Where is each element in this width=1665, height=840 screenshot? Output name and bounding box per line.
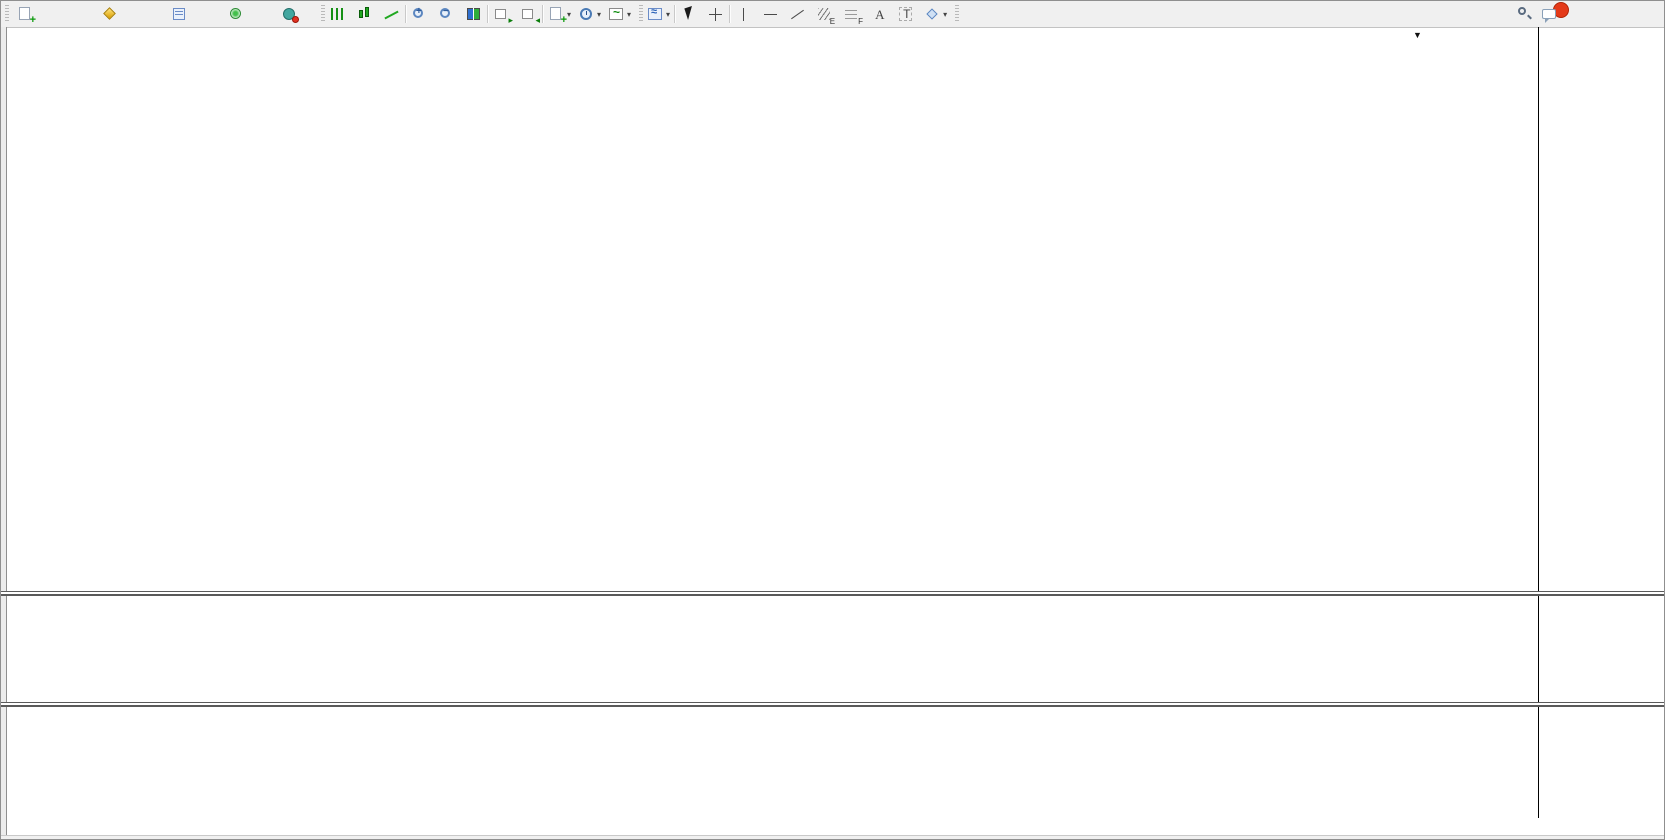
indicators-icon[interactable] xyxy=(608,5,626,23)
bar-chart-icon[interactable] xyxy=(329,6,347,23)
text-label-tool-icon[interactable] xyxy=(897,6,915,23)
toolbar-separator xyxy=(487,5,489,23)
trendline-tool-icon[interactable] xyxy=(789,6,807,23)
toolbar-separator xyxy=(405,5,407,23)
cursor-tool-icon[interactable] xyxy=(680,6,698,23)
new-chart-icon[interactable] xyxy=(548,6,567,26)
market-watch-icon[interactable] xyxy=(101,6,119,23)
shapes-tool-icon[interactable] xyxy=(924,6,942,23)
toolbar-grip[interactable] xyxy=(955,5,960,23)
plot-right-frame xyxy=(1538,27,1539,818)
window-left-edge xyxy=(1,27,7,839)
chevron-down-icon: ▾ xyxy=(666,9,671,19)
new-order-button[interactable] xyxy=(13,3,43,26)
toolbar-grip[interactable] xyxy=(5,5,9,23)
auto-trading-icon xyxy=(281,6,299,23)
chart-shift-icon[interactable] xyxy=(520,6,540,26)
data-window-icon[interactable] xyxy=(171,6,189,23)
chat-bubble-icon[interactable] xyxy=(1541,5,1559,23)
chart-profile-icon[interactable] xyxy=(647,6,665,23)
vertical-line-tool-icon[interactable] xyxy=(735,6,753,23)
toolbar-grip[interactable] xyxy=(321,5,325,23)
chevron-down-icon: ▾ xyxy=(597,9,602,19)
toolbar-separator xyxy=(729,5,732,23)
zoom-out-icon[interactable] xyxy=(438,6,456,23)
period-clock-icon[interactable] xyxy=(578,6,596,23)
auto-trading-button[interactable] xyxy=(277,3,307,25)
chevron-down-icon: ▾ xyxy=(627,9,632,19)
panel-separator[interactable] xyxy=(1,702,1664,707)
line-chart-icon[interactable] xyxy=(383,6,401,23)
new-order-icon xyxy=(17,6,36,26)
auto-scroll-icon[interactable] xyxy=(493,6,513,26)
chevron-down-icon: ▾ xyxy=(943,9,948,19)
signals-icon[interactable] xyxy=(227,6,245,23)
chevron-down-icon: ▾ xyxy=(567,9,572,19)
chart-title xyxy=(11,31,19,43)
fibonacci-tool-icon[interactable] xyxy=(816,6,835,26)
toolbar-separator xyxy=(674,5,677,23)
chart-fast-nav-arrow[interactable]: ▼ xyxy=(1413,30,1422,40)
candlestick-chart-icon[interactable] xyxy=(356,6,374,23)
tile-windows-icon[interactable] xyxy=(465,6,483,23)
toolbar-separator xyxy=(542,5,544,23)
search-icon[interactable] xyxy=(1515,5,1533,22)
window-bottom-edge xyxy=(1,835,1664,839)
panel-separator[interactable] xyxy=(1,591,1664,596)
toolbar-grip[interactable] xyxy=(639,5,644,23)
zoom-in-icon[interactable] xyxy=(411,6,429,23)
text-tool-icon[interactable] xyxy=(870,6,888,23)
crosshair-tool-icon[interactable] xyxy=(707,6,725,23)
main-toolbar: ▾ ▾ ▾ ▾ ▾ xyxy=(1,1,1664,28)
fibonacci-fan-tool-icon[interactable] xyxy=(843,6,863,26)
horizontal-line-tool-icon[interactable] xyxy=(762,6,780,23)
